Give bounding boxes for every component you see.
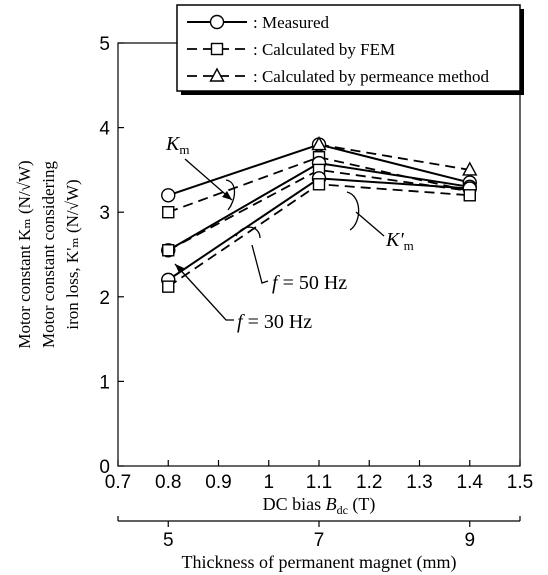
x-axis-label: DC bias Bdc (T) [263,494,376,517]
data-point [162,244,175,257]
y-tick-label: 0 [99,457,110,478]
annotation-k-prime-m-leader [355,211,385,237]
data-point [162,205,175,219]
legend-label: : Measured [253,13,330,32]
x-tick-label: 1.5 [507,472,533,493]
legend-label: : Calculated by FEM [253,40,395,59]
annotation-f-50hz-leader [251,244,269,284]
series-line [318,143,470,171]
legend-box [176,4,521,92]
x-tick-label: 1.2 [356,472,382,493]
data-point [311,136,327,151]
y-tick-label: 3 [99,203,110,224]
y-tick-label: 2 [99,288,110,309]
legend-label: : Calculated by permeance method [253,67,490,86]
y-tick-label: 1 [99,372,110,393]
data-point [462,161,478,176]
plot-frame [117,42,521,467]
annotation-f-30hz-leader [174,263,234,321]
x-tick-label: 0.7 [105,472,131,493]
x-tick-label: 1 [263,472,274,493]
series-line [167,177,470,281]
legend-marker-square [210,42,224,56]
data-point [161,188,176,203]
annotation-k-prime-m: K'm [385,229,414,253]
data-point [312,178,326,191]
annotation-f-50hz: f = 50 Hz [272,272,347,294]
data-point [463,189,476,202]
y-axis-label: Motor constant considering [39,161,58,348]
x-tick-label: 1.1 [306,472,332,493]
annotation-km-bracket [225,179,236,211]
annotation-f-30hz-arrowhead [175,264,184,273]
y-axis-label: Motor constant Kₘ (N/√W) [15,160,34,348]
legend-marker-triangle [209,67,225,82]
annotation-f-30hz: f = 30 Hz [237,311,312,333]
x-tick-label: 1.4 [457,472,484,493]
annotation-km-leader [184,158,233,201]
series-line [167,168,470,252]
x-tick-label: 0.8 [155,472,181,493]
annotation-k-prime-m-bracket [346,191,360,231]
annotation-f-50hz-bracket [235,226,261,239]
y-axis-label: iron loss, K'ₘ (N/√W) [63,179,82,329]
secondary-x-tick-label: 5 [163,530,174,551]
secondary-x-tick-label: 9 [464,530,475,551]
y-tick-label: 5 [99,34,110,55]
y-tick-label: 4 [99,119,110,140]
annotation-km: Km [165,133,189,157]
x-tick-label: 0.9 [205,472,231,493]
annotation-km-arrowhead [222,191,232,200]
x-tick-label: 1.3 [406,472,432,493]
secondary-x-tick-label: 7 [314,530,325,551]
legend-marker-circle [209,14,225,30]
secondary-x-axis-label: Thickness of permanent magnet (mm) [182,552,457,573]
data-point [162,280,175,293]
